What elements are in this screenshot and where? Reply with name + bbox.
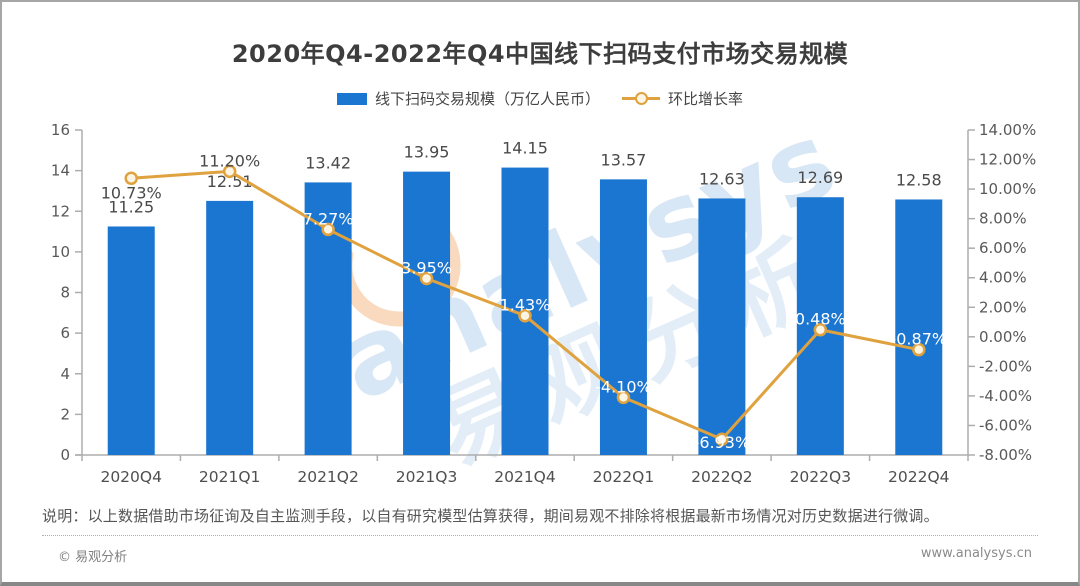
copyright-label: © 易观分析	[58, 550, 128, 565]
line-point-2021Q3	[419, 271, 434, 286]
bar-2022Q2	[698, 198, 746, 455]
bar-value-label: 12.58	[896, 170, 942, 189]
line-point-2021Q1	[222, 164, 237, 179]
bar-value-label: 13.42	[305, 153, 351, 172]
legend-item-bar: 线下扫码交易规模（万亿人民币）	[336, 88, 600, 109]
x-axis-label: 2021Q4	[494, 468, 556, 486]
line-point-2020Q4	[124, 171, 138, 186]
line-value-label: 0.48%	[795, 310, 846, 329]
legend-bar-swatch	[336, 92, 367, 105]
legend-line-label: 环比增长率	[668, 90, 744, 108]
legend-line-marker-icon	[622, 92, 660, 105]
line-value-label: 7.27%	[303, 209, 354, 228]
x-axis-label: 2021Q3	[396, 468, 458, 486]
right-axis-label: -8.00%	[979, 446, 1032, 464]
right-axis-label: -4.00%	[979, 387, 1032, 405]
left-axis-label: 10	[51, 243, 70, 261]
bar-value-label: 13.57	[601, 150, 647, 169]
left-axis-label: 6	[60, 324, 70, 342]
bar-value-label: 12.69	[797, 168, 843, 187]
right-axis-label: 0.00%	[979, 328, 1027, 346]
chart-legend: 线下扫码交易规模（万亿人民币） 环比增长率	[2, 88, 1078, 109]
legend-bar-label: 线下扫码交易规模（万亿人民币）	[374, 90, 600, 108]
x-axis-label: 2022Q2	[691, 468, 753, 486]
bar-value-label: 14.15	[502, 139, 548, 158]
bar-2021Q3	[403, 171, 451, 455]
line-point-2022Q4	[912, 342, 926, 357]
bar-value-label: 12.63	[699, 169, 745, 188]
line-value-label: 3.95%	[401, 258, 452, 277]
line-point-2022Q2	[715, 432, 729, 446]
line-value-label: -4.10%	[595, 377, 652, 396]
line-value-label: 1.43%	[500, 296, 551, 315]
x-axis-label: 2020Q4	[100, 468, 162, 486]
line-point-2022Q1	[616, 390, 631, 405]
bar-2020Q4	[107, 226, 155, 455]
page-title: 2020年Q4-2022年Q4中国线下扫码支付市场交易规模	[231, 40, 849, 68]
line-value-label: -6.93%	[694, 433, 751, 452]
left-axis-label: 12	[51, 202, 70, 220]
bar-2022Q1	[599, 179, 647, 455]
left-axis-label: 16	[51, 121, 70, 139]
line-point-2021Q4	[518, 308, 532, 323]
bar-value-label: 13.95	[404, 143, 450, 162]
line-value-label: 10.73%	[101, 183, 162, 202]
x-axis-label: 2021Q1	[199, 468, 261, 486]
line-point-2022Q3	[813, 322, 828, 337]
bar-2021Q1	[206, 200, 254, 455]
right-axis-label: -6.00%	[979, 416, 1032, 434]
line-point-2021Q2	[321, 222, 335, 237]
x-axis-label: 2022Q4	[888, 468, 950, 486]
right-axis-label: 4.00%	[979, 269, 1027, 287]
transaction-scale-chart: analysys易观分析0246810121416-8.00%-6.00%-4.…	[51, 98, 1036, 487]
left-axis-label: 0	[60, 446, 70, 464]
right-axis-label: 6.00%	[979, 239, 1027, 257]
right-axis-label: 10.00%	[979, 180, 1036, 198]
left-axis-label: 2	[60, 405, 70, 423]
left-axis-label: 4	[60, 365, 70, 383]
legend-item-line: 环比增长率	[622, 88, 743, 109]
right-axis-label: 2.00%	[979, 298, 1027, 316]
bar-2022Q4	[895, 199, 943, 455]
left-axis-label: 8	[60, 284, 70, 302]
line-value-label: -0.87%	[890, 330, 947, 349]
right-axis-label: -2.00%	[979, 357, 1032, 375]
right-axis-label: 12.00%	[979, 151, 1036, 169]
x-axis-label: 2022Q1	[593, 468, 655, 486]
left-axis-label: 14	[51, 162, 70, 180]
footer-separator	[42, 535, 1038, 536]
x-axis-label: 2021Q2	[297, 468, 359, 486]
data-source-note: 说明：以上数据借助市场征询及自主监测手段，以自有研究模型估算获得，期间易观不排除…	[42, 507, 939, 525]
bar-value-label: 11.25	[108, 197, 154, 216]
x-axis-label: 2022Q3	[790, 468, 852, 486]
right-axis-label: 14.00%	[979, 121, 1036, 139]
line-value-label: 11.20%	[199, 151, 260, 170]
website-url: www.analysys.cn	[920, 546, 1032, 561]
right-axis-label: 8.00%	[979, 210, 1027, 228]
